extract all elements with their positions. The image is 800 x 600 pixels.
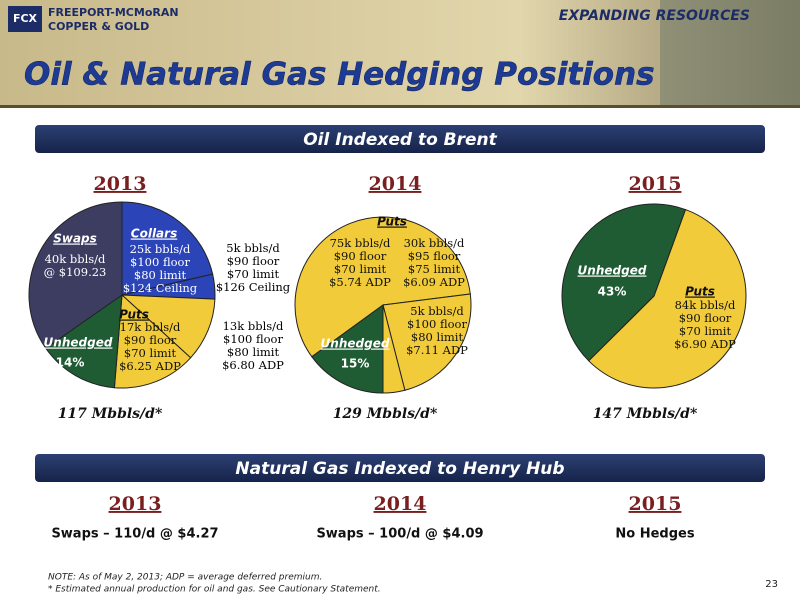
page-number: 23 bbox=[765, 579, 778, 590]
gas-year: 2014 bbox=[374, 493, 427, 515]
slice-name: Puts bbox=[119, 308, 149, 322]
slice-detail: 5k bbls/d bbox=[410, 304, 464, 318]
slice-detail: $95 floor bbox=[408, 249, 461, 263]
slice-detail: 25k bbls/d bbox=[130, 242, 191, 256]
footnote: NOTE: As of May 2, 2013; ADP = average d… bbox=[48, 573, 322, 583]
slice-detail: $5.74 ADP bbox=[329, 275, 391, 289]
gas-hedge: No Hedges bbox=[615, 527, 694, 542]
slice-detail: $75 limit bbox=[408, 262, 461, 276]
slice-percent: 14% bbox=[56, 356, 85, 370]
slice-detail: $100 floor bbox=[223, 332, 283, 346]
slice-detail: $70 limit bbox=[334, 262, 387, 276]
pie-slice bbox=[561, 203, 687, 362]
slice-detail: $90 floor bbox=[334, 249, 387, 263]
tagline: EXPANDING RESOURCES bbox=[559, 8, 750, 24]
logo-letters: FCX bbox=[13, 12, 38, 25]
slice-detail: 84k bbls/d bbox=[675, 298, 736, 312]
slice-detail: 40k bbls/d bbox=[45, 252, 106, 266]
gas-year: 2013 bbox=[109, 493, 162, 515]
slice-percent: 15% bbox=[341, 357, 370, 371]
slice-detail: $100 floor bbox=[130, 255, 190, 269]
slice-detail: $90 floor bbox=[124, 333, 177, 347]
slice-percent: 43% bbox=[598, 285, 627, 299]
slice-detail: $124 Ceiling bbox=[123, 281, 198, 295]
slice-detail: $80 limit bbox=[227, 345, 280, 359]
header-image bbox=[660, 0, 800, 105]
pie-slice bbox=[382, 293, 472, 391]
pie-slice bbox=[120, 294, 216, 359]
slice-detail: $70 limit bbox=[679, 324, 732, 338]
production-note: 117 Mbbls/d* bbox=[58, 406, 163, 422]
slice-detail: 30k bbls/d bbox=[404, 236, 465, 250]
slice-detail: 5k bbls/d bbox=[226, 241, 280, 255]
section-title: Natural Gas Indexed to Henry Hub bbox=[235, 459, 564, 479]
logo-mark bbox=[8, 6, 42, 32]
slice-detail: $100 floor bbox=[407, 317, 467, 331]
slice-detail: $6.25 ADP bbox=[119, 359, 181, 373]
slice-detail: 13k bbls/d bbox=[223, 319, 284, 333]
company-name: COPPER & GOLD bbox=[48, 20, 149, 33]
year-label: 2013 bbox=[94, 173, 147, 195]
slice-detail: $70 limit bbox=[124, 346, 177, 360]
pie-slice bbox=[588, 208, 747, 389]
section-title: Oil Indexed to Brent bbox=[303, 130, 497, 150]
gas-year: 2015 bbox=[629, 493, 682, 515]
slice-name: Unhedged bbox=[44, 336, 113, 350]
production-note: 147 Mbbls/d* bbox=[593, 406, 698, 422]
slide-title: Oil & Natural Gas Hedging Positions bbox=[24, 57, 655, 93]
slice-detail: $80 limit bbox=[411, 330, 464, 344]
slice-name: Unhedged bbox=[321, 337, 390, 351]
slice-detail: $6.80 ADP bbox=[222, 358, 284, 372]
year-label: 2015 bbox=[629, 173, 682, 195]
year-label: 2014 bbox=[369, 173, 422, 195]
slice-name: Swaps bbox=[53, 232, 97, 246]
pie-slice bbox=[121, 201, 214, 296]
slice-detail: $70 limit bbox=[227, 267, 280, 281]
header-rule bbox=[0, 105, 800, 108]
slice-name: Unhedged bbox=[578, 264, 647, 278]
slice-detail: $90 floor bbox=[679, 311, 732, 325]
pie-slice bbox=[294, 216, 471, 358]
slice-detail: @ $109.23 bbox=[44, 265, 107, 279]
pie-slice bbox=[45, 293, 123, 389]
gas-hedge: Swaps – 110/d @ $4.27 bbox=[51, 527, 218, 542]
gas-hedge: Swaps – 100/d @ $4.09 bbox=[316, 527, 483, 542]
pie-slice bbox=[28, 201, 123, 349]
slice-detail: $90 floor bbox=[227, 254, 280, 268]
slice-detail: $6.90 ADP bbox=[674, 337, 736, 351]
pie-slice bbox=[113, 293, 192, 389]
slice-name: Puts bbox=[685, 285, 715, 299]
slice-detail: $80 limit bbox=[134, 268, 187, 282]
slice-name: Puts bbox=[377, 215, 407, 229]
slice-detail: $126 Ceiling bbox=[216, 280, 291, 294]
slice-detail: $6.09 ADP bbox=[403, 275, 465, 289]
production-note: 129 Mbbls/d* bbox=[333, 406, 438, 422]
section-banner bbox=[35, 125, 765, 153]
slice-detail: $7.11 ADP bbox=[406, 343, 468, 357]
pie-slice bbox=[311, 304, 384, 394]
slice-name: Collars bbox=[131, 227, 177, 241]
section-banner bbox=[35, 454, 765, 482]
footnote: * Estimated annual production for oil an… bbox=[48, 585, 381, 595]
company-name: FREEPORT-MCMoRAN bbox=[48, 6, 179, 19]
slice-detail: 17k bbls/d bbox=[120, 320, 181, 334]
slice-detail: 75k bbls/d bbox=[330, 236, 391, 250]
